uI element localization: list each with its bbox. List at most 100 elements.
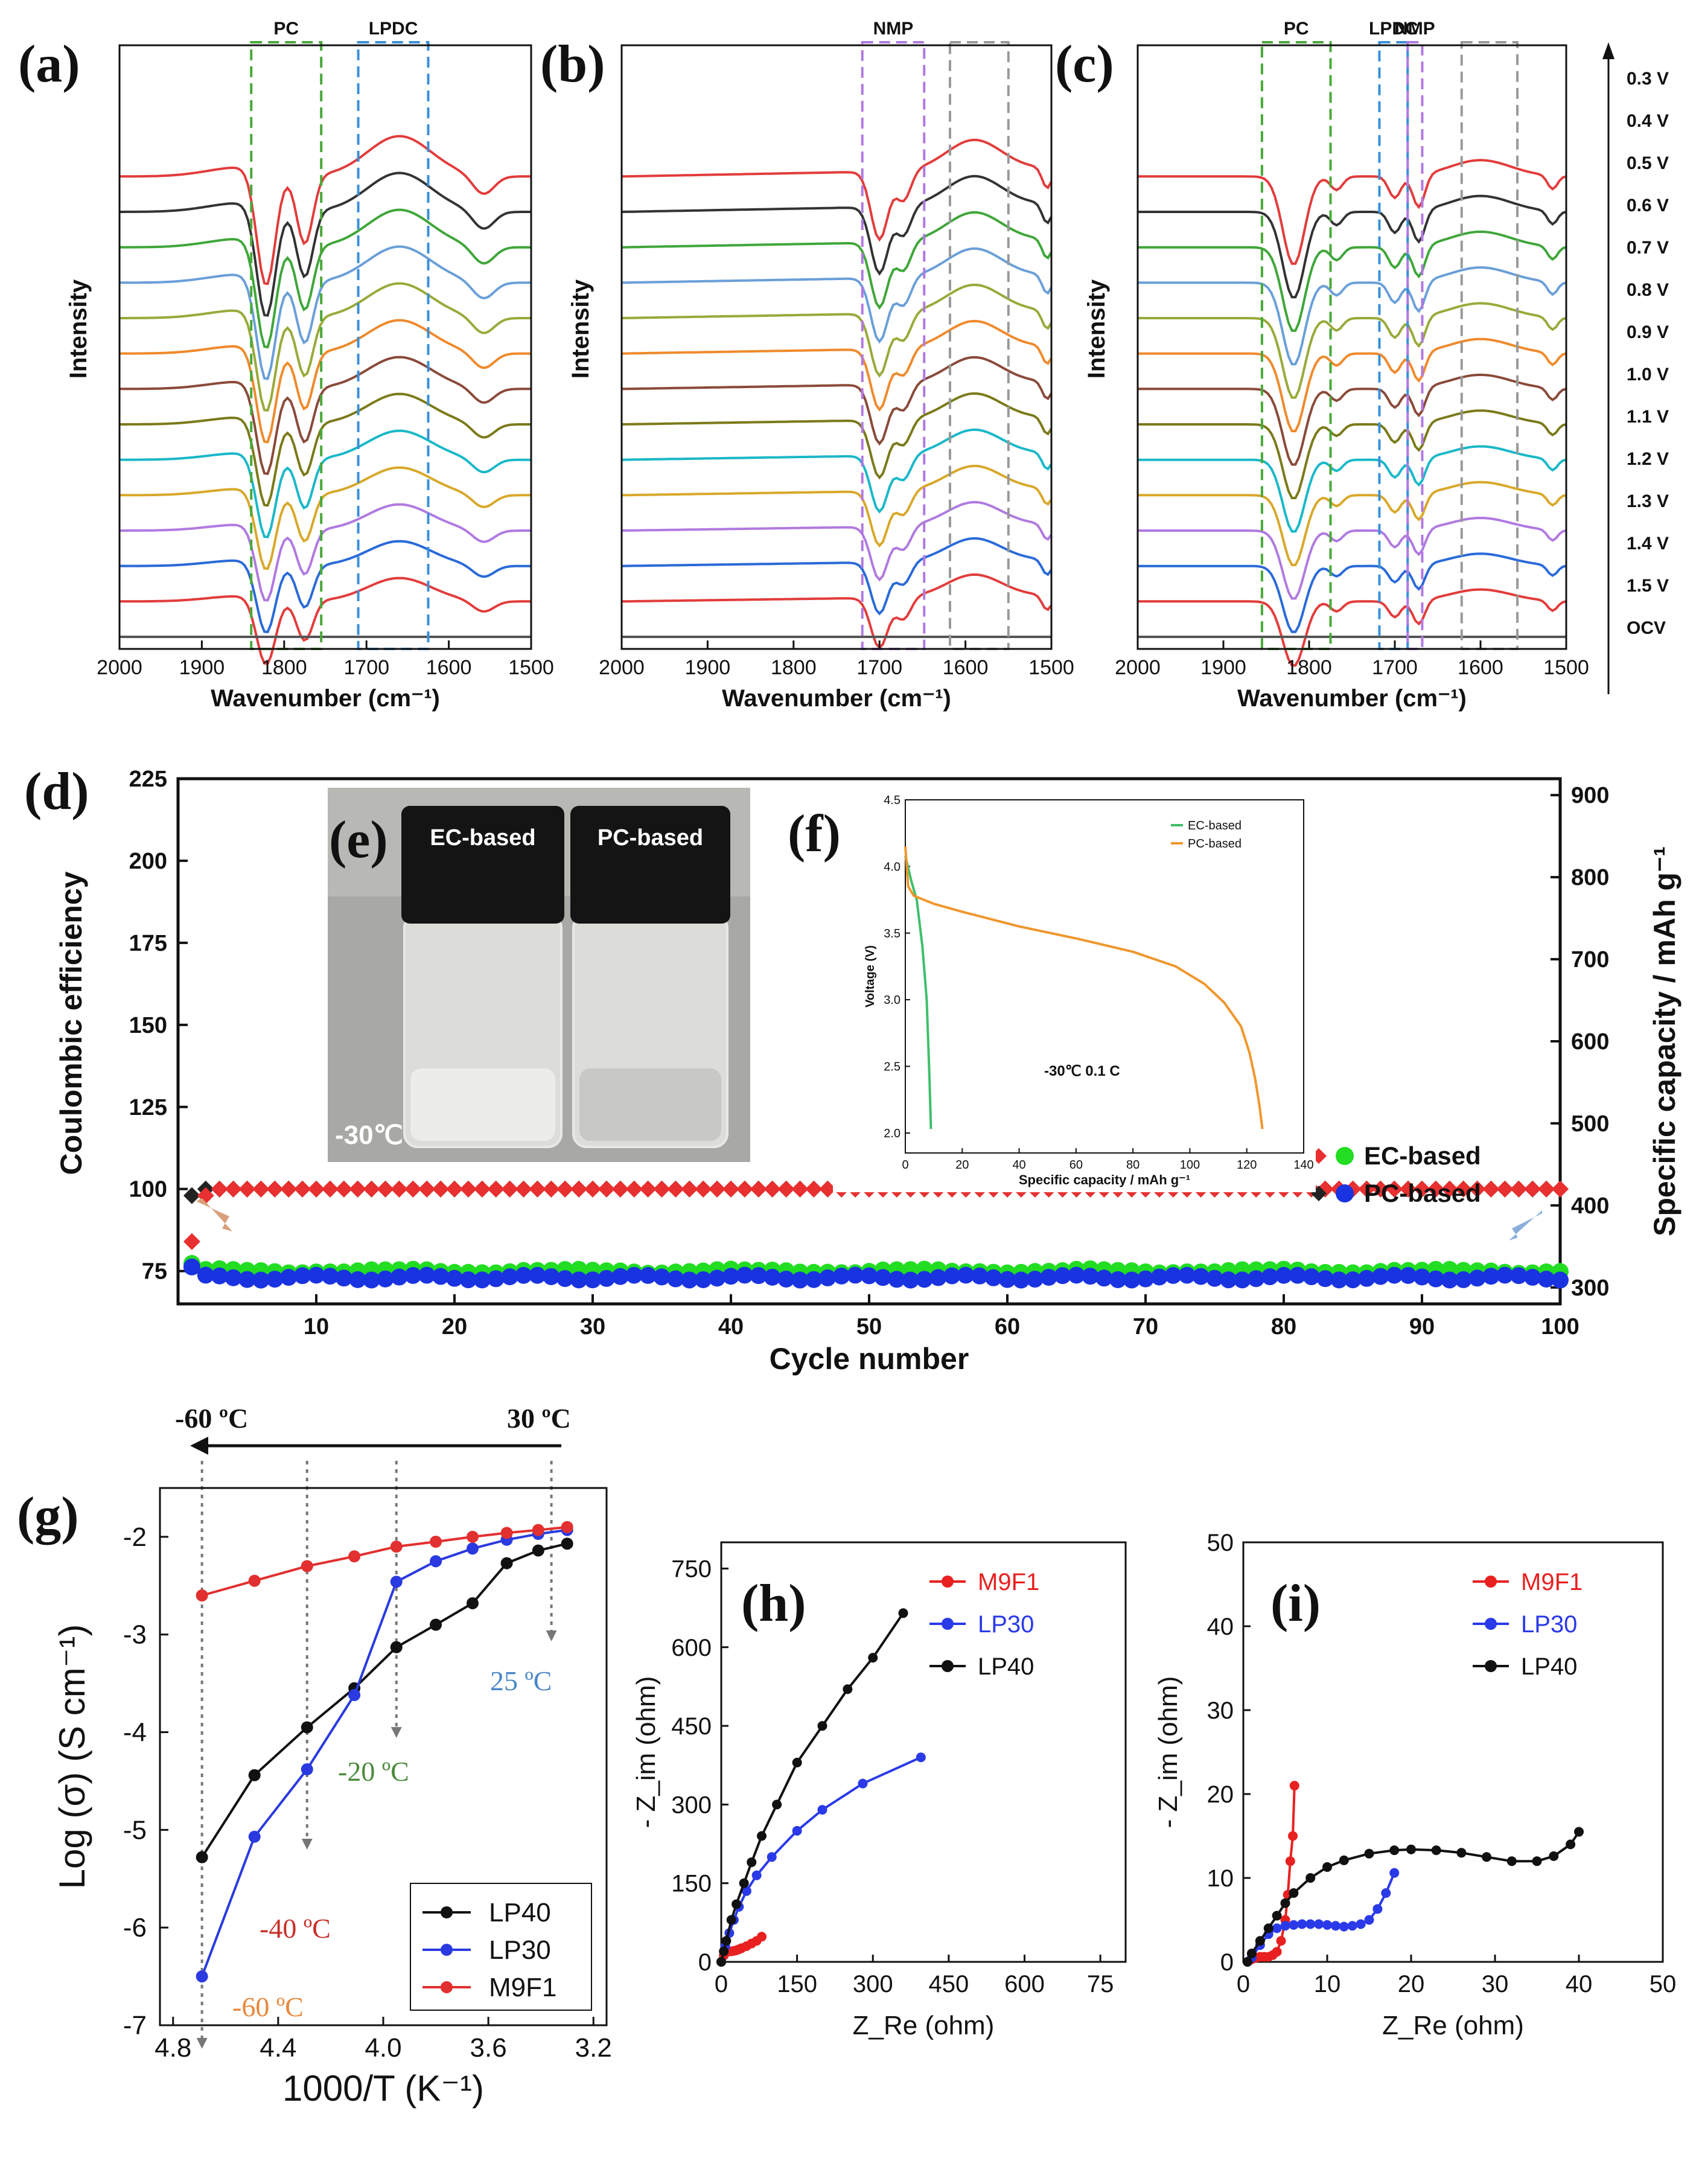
legend-i-label-2: LP40: [1521, 1653, 1577, 1680]
y-tick-label-f-2: 3.0: [884, 994, 901, 1007]
ec-ce-point-19: [432, 1180, 450, 1198]
panel-a: PC LPDC 2000 1900 1800 1700 1600 1500 Wavenumber…: [18, 19, 554, 712]
ec-ce-point-44: [777, 1180, 795, 1198]
conductivity-point-LP40-5: [430, 1618, 442, 1631]
ec-ce-point-24: [501, 1180, 518, 1198]
panel-label-f: (f): [788, 805, 841, 863]
pc-capacity-point-67: [1095, 1269, 1113, 1287]
ec-ce-point-86: [1358, 1180, 1375, 1198]
spectrum-c-0.7V: [1138, 302, 1567, 399]
pc-capacity-point-100: [1552, 1271, 1569, 1289]
impedance-point-i-LP40-2: [1255, 1936, 1265, 1946]
conductivity-line-LP30: [200, 1528, 567, 1977]
pc-capacity-point-32: [611, 1268, 629, 1285]
x-tick-label-h-4: 600: [1004, 1971, 1045, 1997]
pc-capacity-point-28: [556, 1270, 574, 1288]
spectrum-b-1.3V: [621, 500, 1053, 582]
pc-capacity-point-40: [722, 1268, 739, 1285]
y-tick-label-g-5: -7: [123, 2011, 147, 2040]
y-right-tick-label-d-5: 800: [1571, 865, 1609, 890]
x-tick-label-f-7: 140: [1293, 1158, 1313, 1172]
impedance-point-h-LP40-4: [732, 1899, 742, 1909]
ec-ce-point-46: [805, 1180, 823, 1198]
legend-h-marker-0: [942, 1576, 954, 1588]
x-tick-label-g-4: 3.2: [575, 2033, 612, 2063]
impedance-point-i-LP30-17: [1381, 1888, 1391, 1898]
legend-i-marker-2: [1485, 1660, 1497, 1672]
y-tick-label-i-4: 40: [1207, 1614, 1234, 1640]
pc-capacity-point-18: [418, 1266, 436, 1284]
voltage-label-8: 1.1 V: [1627, 407, 1669, 427]
x-axis-title-h: Z_Re (ohm): [853, 2011, 995, 2040]
y-tick-label-h-3: 450: [671, 1713, 712, 1740]
impedance-point-i-LP40-4: [1272, 1911, 1282, 1921]
x-axis-title-i: Z_Re (ohm): [1382, 2011, 1524, 2040]
ec-ce-point-37: [681, 1180, 698, 1198]
conductivity-point-M9F1-3: [348, 1550, 361, 1563]
pc-capacity-point-76: [1220, 1271, 1237, 1289]
pc-capacity-point-94: [1468, 1269, 1486, 1287]
voltage-label-13: OCV: [1627, 618, 1666, 638]
x-tick-label-d-0: 10: [304, 1314, 329, 1339]
y-right-tick-label-d-4: 700: [1571, 947, 1609, 972]
pc-capacity-point-41: [736, 1266, 753, 1284]
pc-capacity-point-63: [1040, 1268, 1057, 1286]
impedance-point-h-LP30-6: [751, 1870, 762, 1880]
voltage-label-10: 1.3 V: [1627, 491, 1669, 511]
pc-capacity-point-14: [363, 1271, 380, 1289]
x-axis-title-g: 1000/T (K⁻¹): [282, 2068, 484, 2109]
x-tick-label-d-5: 60: [995, 1314, 1020, 1339]
temp-marker-arrowhead-3: [546, 1630, 557, 1641]
legend-h-marker-1: [942, 1618, 954, 1630]
panel-label-h: (h): [741, 1574, 806, 1633]
ec-ce-point-41: [736, 1180, 753, 1198]
ec-ce-point-91: [1427, 1180, 1444, 1198]
conductivity-point-LP30-2: [301, 1763, 313, 1776]
pc-capacity-point-90: [1414, 1268, 1430, 1286]
panel-g: 4.8 4.4 4.0 3.6 3.2 -2 -3 -4 -5 -6 -7 1000/T (K⁻¹) L…: [17, 1403, 612, 2109]
pc-capacity-point-54: [916, 1271, 933, 1288]
x-tick-label-b-3: 1700: [856, 656, 902, 679]
pc-capacity-point-88: [1386, 1266, 1403, 1284]
y-tick-label-d-3: 150: [129, 1013, 167, 1038]
spectrum-c-0.3V: [1138, 159, 1567, 265]
conductivity-point-LP30-4: [390, 1576, 403, 1588]
impedance-point-i-LP40-3: [1263, 1923, 1273, 1933]
band-label-c-1: LPDC: [1369, 19, 1418, 39]
pc-capacity-point-35: [653, 1268, 671, 1286]
y-axis-title-b: Intensity: [567, 279, 594, 378]
conductivity-point-LP30-0: [196, 1970, 208, 1983]
spectrum-a-0.5V: [120, 208, 531, 349]
ec-ce-point-27: [543, 1180, 560, 1198]
impedance-point-i-LP40-9: [1339, 1855, 1349, 1865]
spectrum-b-1.2V: [621, 464, 1053, 548]
spectrum-a-1.0V: [120, 392, 531, 507]
impedance-point-h-LP40-6: [747, 1857, 757, 1867]
pc-capacity-point-31: [598, 1269, 615, 1287]
impedance-point-i-LP40-15: [1482, 1852, 1492, 1862]
pc-capacity-point-46: [805, 1271, 823, 1288]
x-axis-title-c: Wavenumber (cm⁻¹): [1237, 685, 1467, 712]
pc-capacity-point-52: [888, 1271, 905, 1288]
ec-ce-point-94: [1468, 1180, 1486, 1198]
arrow-label-left: -60 ºC: [175, 1403, 248, 1434]
band-box-b-1: [948, 41, 1010, 650]
impedance-point-i-LP30-15: [1364, 1915, 1374, 1925]
pc-capacity-point-50: [861, 1267, 878, 1285]
pc-capacity-point-85: [1344, 1271, 1362, 1289]
panel-label-d: (d): [24, 762, 89, 821]
impedance-point-h-LP40-13: [898, 1608, 908, 1618]
voltage-label-3: 0.6 V: [1627, 196, 1669, 216]
pc-capacity-point-95: [1482, 1268, 1500, 1285]
x-tick-label-i-5: 50: [1650, 1971, 1677, 1997]
pc-capacity-point-58: [971, 1267, 989, 1285]
spectrum-c-0.6V: [1138, 266, 1567, 366]
ec-ce-point-20: [446, 1180, 463, 1198]
ec-ce-point-15: [377, 1180, 394, 1198]
ec-ce-point-12: [335, 1180, 352, 1198]
impedance-point-i-LP30-8: [1305, 1919, 1316, 1929]
x-tick-label-i-1: 10: [1314, 1971, 1341, 1997]
impedance-point-h-LP40-11: [843, 1684, 853, 1694]
